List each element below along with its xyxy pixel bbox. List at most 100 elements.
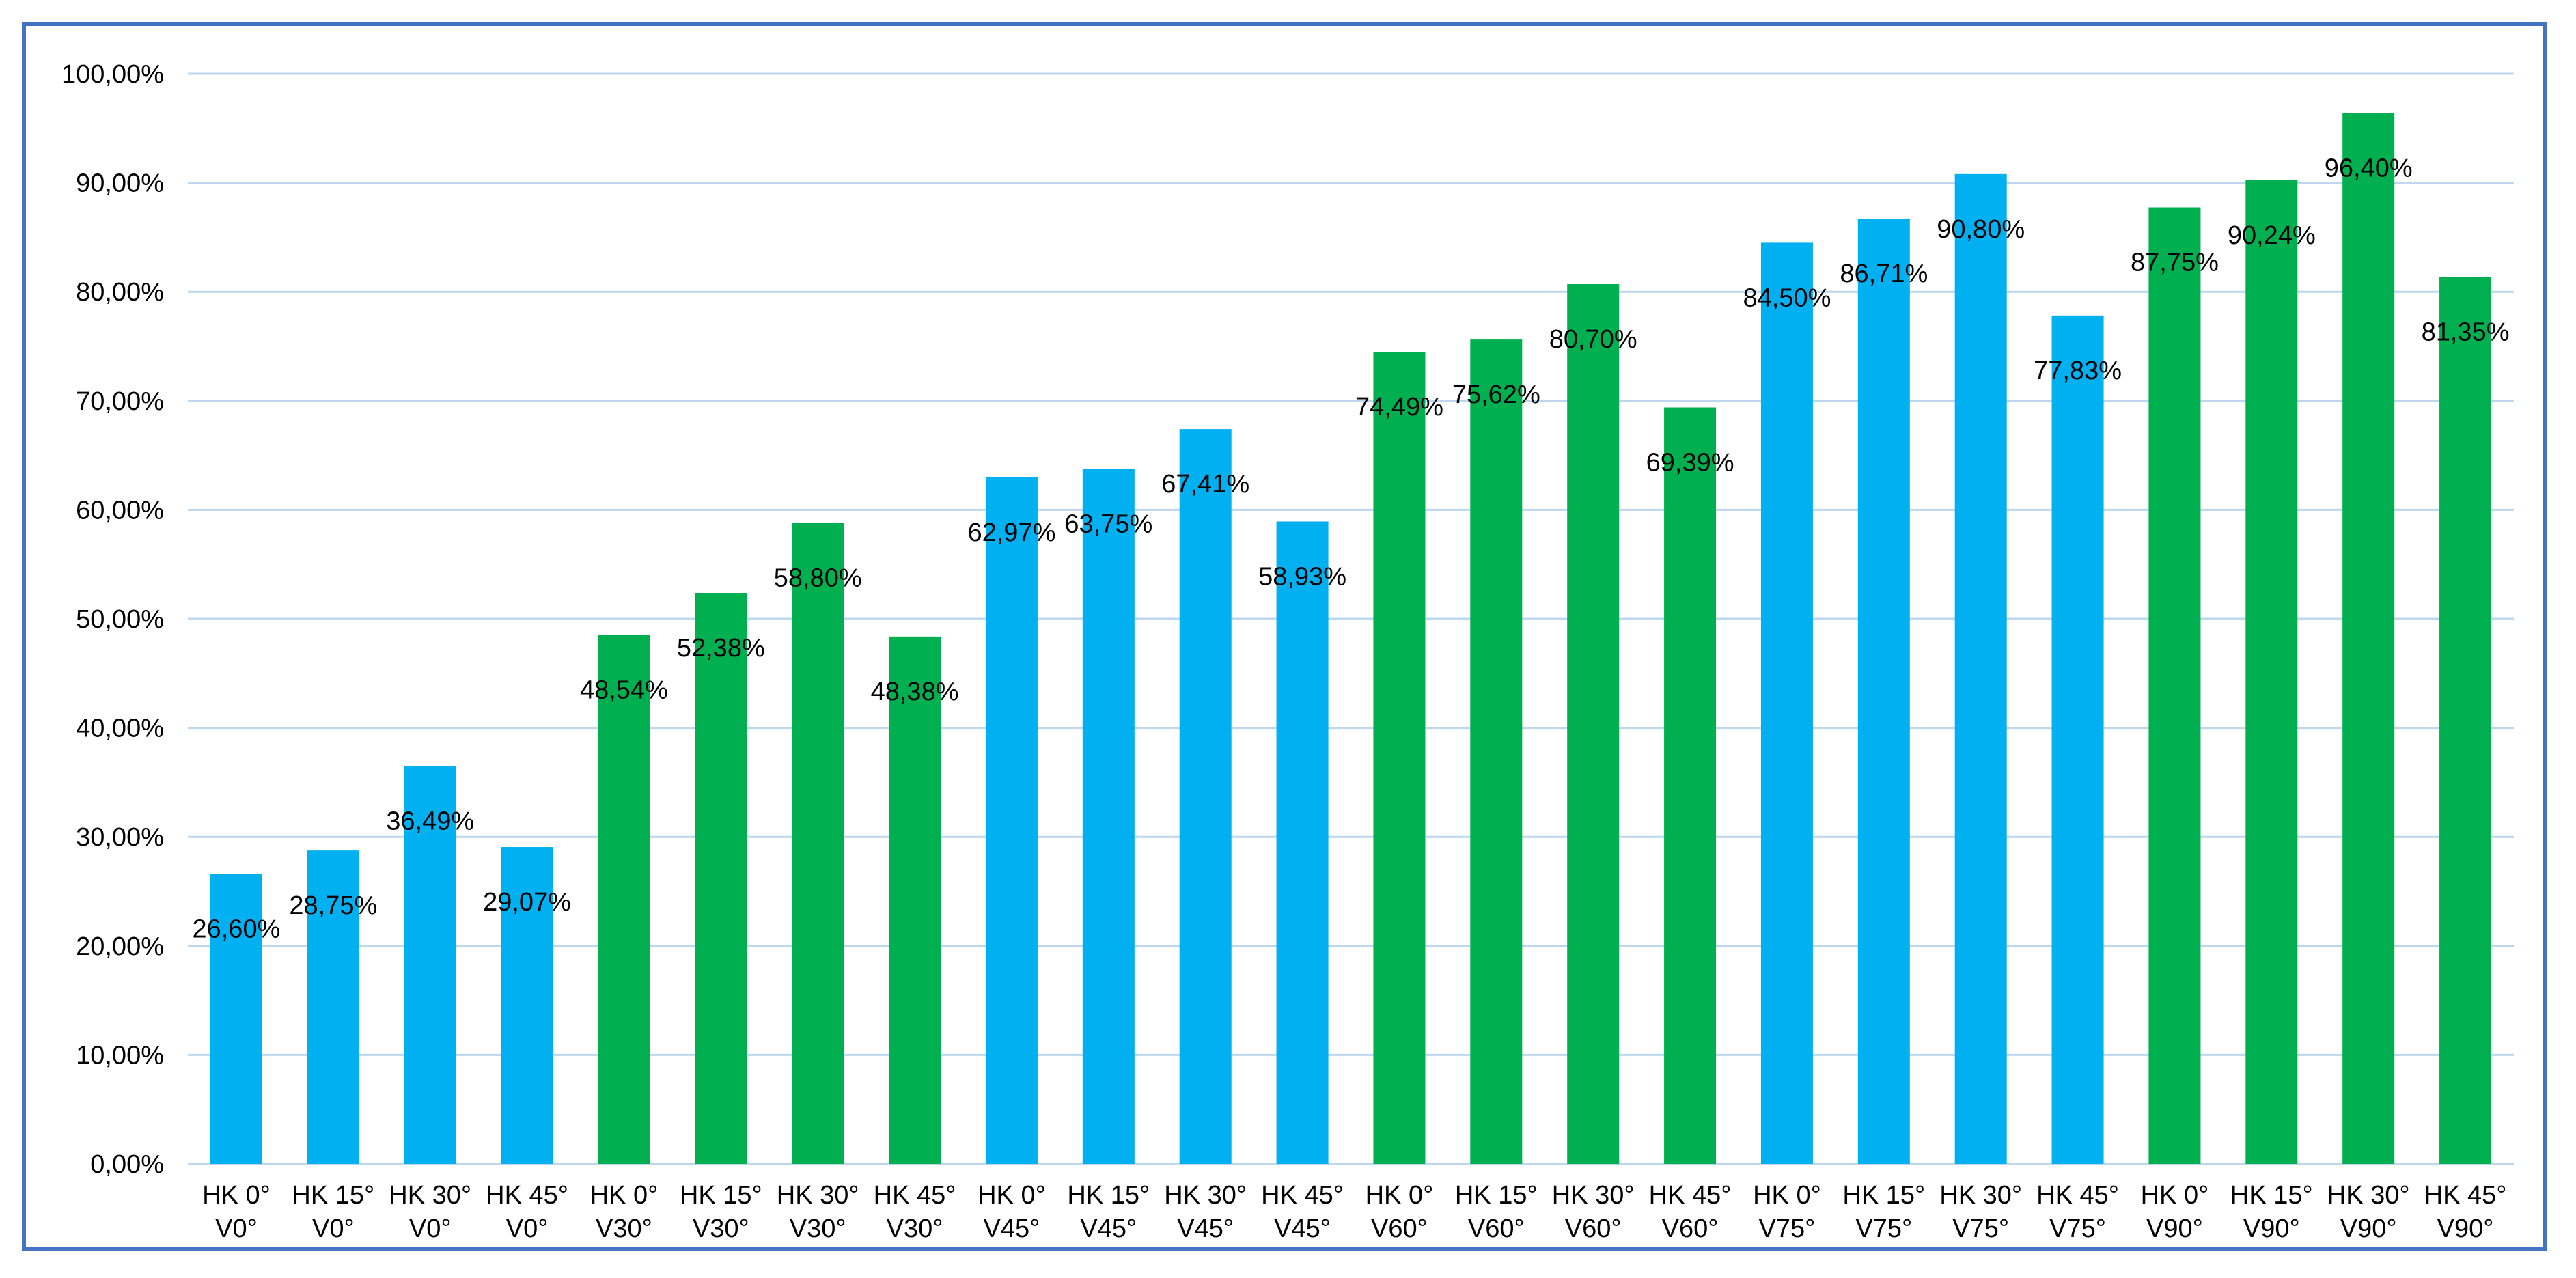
x-category-sublabel: V45°	[1177, 1214, 1234, 1243]
bar	[2051, 315, 2104, 1164]
x-category-label: HK 0°	[1366, 1181, 1434, 1210]
y-tick-label: 50,00%	[76, 605, 164, 634]
x-axis-categories: HK 0° V0° HK 15° V0° HK 30° V0° HK 45° V0° HK 0°…	[202, 1181, 2506, 1243]
x-category-sublabel: V60°	[1565, 1214, 1622, 1243]
data-label: 90,80%	[1937, 215, 2025, 244]
x-category-label: HK 30°	[389, 1181, 471, 1210]
y-tick-label: 40,00%	[76, 714, 164, 743]
y-axis-ticks: 0,00% 10,00% 20,00% 30,00% 40,00% 50,00% 60,00…	[61, 60, 164, 1179]
bar	[2245, 180, 2298, 1165]
data-label: 86,71%	[1840, 260, 1928, 288]
data-label: 67,41%	[1161, 470, 1249, 499]
x-category-label: HK 30°	[1164, 1181, 1247, 1210]
x-category-sublabel: V30°	[790, 1214, 846, 1243]
data-label: 77,83%	[2034, 357, 2122, 385]
data-label: 69,39%	[1646, 449, 1734, 477]
x-category-label: HK 45°	[2036, 1181, 2119, 1210]
x-category-sublabel: V60°	[1468, 1214, 1525, 1243]
x-category-sublabel: V75°	[1759, 1214, 1816, 1243]
x-category-label: HK 0°	[202, 1181, 271, 1210]
x-category-sublabel: V60°	[1662, 1214, 1719, 1243]
bar	[598, 635, 650, 1164]
x-category-sublabel: V60°	[1371, 1214, 1428, 1243]
data-label: 52,38%	[677, 634, 765, 663]
data-label: 80,70%	[1549, 325, 1637, 354]
data-label: 58,80%	[774, 564, 862, 593]
bar	[695, 593, 747, 1164]
bar	[1179, 429, 1232, 1164]
bar	[1954, 173, 2007, 1164]
x-category-label: HK 45°	[874, 1181, 956, 1210]
x-category-label: HK 15°	[680, 1181, 762, 1210]
x-category-sublabel: V90°	[2340, 1214, 2397, 1243]
y-tick-label: 20,00%	[76, 932, 164, 961]
y-tick-label: 80,00%	[76, 278, 164, 307]
bar	[1373, 352, 1426, 1164]
data-label: 48,38%	[871, 678, 959, 706]
x-category-sublabel: V30°	[887, 1214, 943, 1243]
data-label: 29,07%	[483, 888, 571, 917]
y-tick-label: 10,00%	[76, 1041, 164, 1070]
y-tick-label: 90,00%	[76, 169, 164, 198]
y-tick-label: 0,00%	[90, 1150, 164, 1179]
y-tick-label: 70,00%	[76, 387, 164, 416]
bar	[1857, 219, 1910, 1164]
bar	[2148, 207, 2201, 1164]
data-label: 62,97%	[967, 518, 1055, 547]
data-label: 87,75%	[2131, 249, 2219, 277]
bar	[1567, 284, 1620, 1164]
bar	[307, 850, 359, 1164]
data-label: 63,75%	[1064, 510, 1152, 539]
bar	[1276, 521, 1329, 1164]
x-category-sublabel: V75°	[2049, 1214, 2106, 1243]
bar	[501, 847, 553, 1164]
x-category-label: HK 15°	[1067, 1181, 1150, 1210]
bar	[792, 523, 844, 1164]
bar	[1664, 407, 1717, 1164]
x-category-sublabel: V30°	[596, 1214, 652, 1243]
x-category-sublabel: V0°	[215, 1214, 258, 1243]
data-label: 48,54%	[580, 676, 668, 704]
x-category-label: HK 30°	[1939, 1181, 2022, 1210]
x-category-sublabel: V90°	[2437, 1214, 2494, 1243]
y-tick-label: 30,00%	[76, 823, 164, 852]
x-category-sublabel: V30°	[693, 1214, 749, 1243]
x-category-sublabel: V90°	[2243, 1214, 2300, 1243]
x-category-label: HK 45°	[1649, 1181, 1732, 1210]
data-label: 96,40%	[2325, 154, 2413, 182]
y-tick-label: 100,00%	[61, 60, 164, 89]
bar	[210, 874, 262, 1164]
data-label: 74,49%	[1355, 393, 1443, 421]
data-labels: 26,60% 28,75% 36,49% 29,07% 48,54% 52,38% 58,8…	[192, 154, 2509, 943]
bar	[404, 766, 456, 1164]
data-label: 90,24%	[2228, 221, 2316, 250]
x-category-label: HK 15°	[1842, 1181, 1925, 1210]
x-category-sublabel: V0°	[506, 1214, 549, 1243]
x-category-label: HK 0°	[978, 1181, 1046, 1210]
data-label: 58,93%	[1258, 562, 1346, 591]
bars	[210, 113, 2492, 1165]
data-label: 26,60%	[192, 915, 280, 943]
bar	[1082, 469, 1135, 1164]
bar	[1470, 339, 1523, 1165]
x-category-sublabel: V75°	[1855, 1214, 1912, 1243]
data-label: 84,50%	[1743, 283, 1831, 312]
bar	[889, 636, 941, 1164]
data-label: 36,49%	[386, 807, 474, 836]
data-label: 75,62%	[1452, 380, 1540, 409]
x-category-label: HK 30°	[777, 1181, 859, 1210]
data-label: 28,75%	[289, 891, 377, 920]
x-category-label: HK 15°	[292, 1181, 374, 1210]
x-category-sublabel: V45°	[1080, 1214, 1137, 1243]
x-category-label: HK 30°	[2327, 1181, 2410, 1210]
gridlines	[188, 72, 2514, 1165]
x-category-sublabel: V0°	[312, 1214, 355, 1243]
x-category-label: HK 0°	[1753, 1181, 1821, 1210]
x-category-sublabel: V45°	[1274, 1214, 1331, 1243]
x-category-label: HK 45°	[1261, 1181, 1344, 1210]
data-label: 81,35%	[2422, 318, 2510, 347]
y-tick-label: 60,00%	[76, 496, 164, 525]
bar	[2439, 277, 2492, 1164]
bar	[1760, 242, 1813, 1164]
